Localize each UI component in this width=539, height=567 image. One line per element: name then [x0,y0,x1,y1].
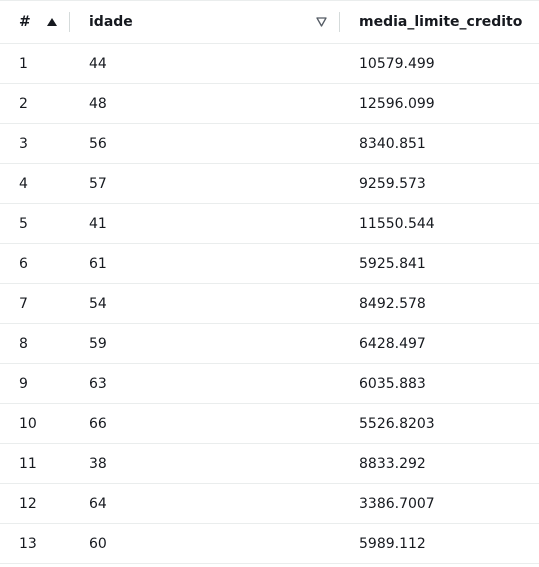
row-media-limite-credito-cell: 11550.544 [359,215,435,232]
column-header-media-limite-credito-label: media_limite_credito [359,14,523,30]
table-row[interactable]: 10 66 5526.8203 [0,404,539,444]
table-row[interactable]: 7 54 8492.578 [0,284,539,324]
row-index-cell: 10 [19,415,37,432]
table-row[interactable]: 9 63 6035.883 [0,364,539,404]
row-idade-cell: 48 [89,95,107,112]
table-header: # idade media_limite_credito [0,0,539,44]
column-header-index-label: # [19,14,31,30]
row-media-limite-credito-cell: 12596.099 [359,95,435,112]
table-row[interactable]: 13 60 5989.112 [0,524,539,564]
row-media-limite-credito-cell: 5526.8203 [359,415,435,432]
row-idade-cell: 57 [89,175,107,192]
row-idade-cell: 38 [89,455,107,472]
row-index-cell: 3 [19,135,28,152]
row-index-cell: 4 [19,175,28,192]
row-index-cell: 7 [19,295,28,312]
column-divider[interactable] [339,12,340,32]
row-idade-cell: 56 [89,135,107,152]
row-idade-cell: 60 [89,535,107,552]
row-index-cell: 2 [19,95,28,112]
row-idade-cell: 59 [89,335,107,352]
row-media-limite-credito-cell: 8340.851 [359,135,426,152]
row-index-cell: 13 [19,535,37,552]
row-index-cell: 11 [19,455,37,472]
row-media-limite-credito-cell: 8833.292 [359,455,426,472]
row-media-limite-credito-cell: 5989.112 [359,535,426,552]
column-header-media-limite-credito[interactable]: media_limite_credito [339,1,539,44]
table-row[interactable]: 4 57 9259.573 [0,164,539,204]
table-row[interactable]: 11 38 8833.292 [0,444,539,484]
row-idade-cell: 44 [89,55,107,72]
table-body: 1 44 10579.499 2 48 12596.099 3 56 8340.851 4 57 92… [0,44,539,564]
row-idade-cell: 66 [89,415,107,432]
row-media-limite-credito-cell: 6035.883 [359,375,426,392]
sort-neutral-icon[interactable] [316,17,327,27]
row-index-cell: 8 [19,335,28,352]
row-idade-cell: 41 [89,215,107,232]
row-idade-cell: 63 [89,375,107,392]
row-idade-cell: 61 [89,255,107,272]
row-media-limite-credito-cell: 3386.7007 [359,495,435,512]
row-media-limite-credito-cell: 5925.841 [359,255,426,272]
column-divider[interactable] [69,12,70,32]
row-index-cell: 12 [19,495,37,512]
table-row[interactable]: 3 56 8340.851 [0,124,539,164]
table-row[interactable]: 12 64 3386.7007 [0,484,539,524]
row-index-cell: 5 [19,215,28,232]
row-media-limite-credito-cell: 6428.497 [359,335,426,352]
row-index-cell: 1 [19,55,28,72]
header-row: # idade media_limite_credito [0,0,539,44]
column-header-idade-label: idade [89,14,133,30]
table-row[interactable]: 6 61 5925.841 [0,244,539,284]
row-index-cell: 9 [19,375,28,392]
table-row[interactable]: 1 44 10579.499 [0,44,539,84]
row-index-cell: 6 [19,255,28,272]
row-idade-cell: 64 [89,495,107,512]
table-row[interactable]: 8 59 6428.497 [0,324,539,364]
row-media-limite-credito-cell: 9259.573 [359,175,426,192]
row-media-limite-credito-cell: 10579.499 [359,55,435,72]
row-media-limite-credito-cell: 8492.578 [359,295,426,312]
sort-ascending-icon[interactable] [46,18,57,26]
column-header-idade[interactable]: idade [69,1,339,44]
table-row[interactable]: 2 48 12596.099 [0,84,539,124]
table-row[interactable]: 5 41 11550.544 [0,204,539,244]
column-header-index[interactable]: # [0,1,69,44]
row-idade-cell: 54 [89,295,107,312]
